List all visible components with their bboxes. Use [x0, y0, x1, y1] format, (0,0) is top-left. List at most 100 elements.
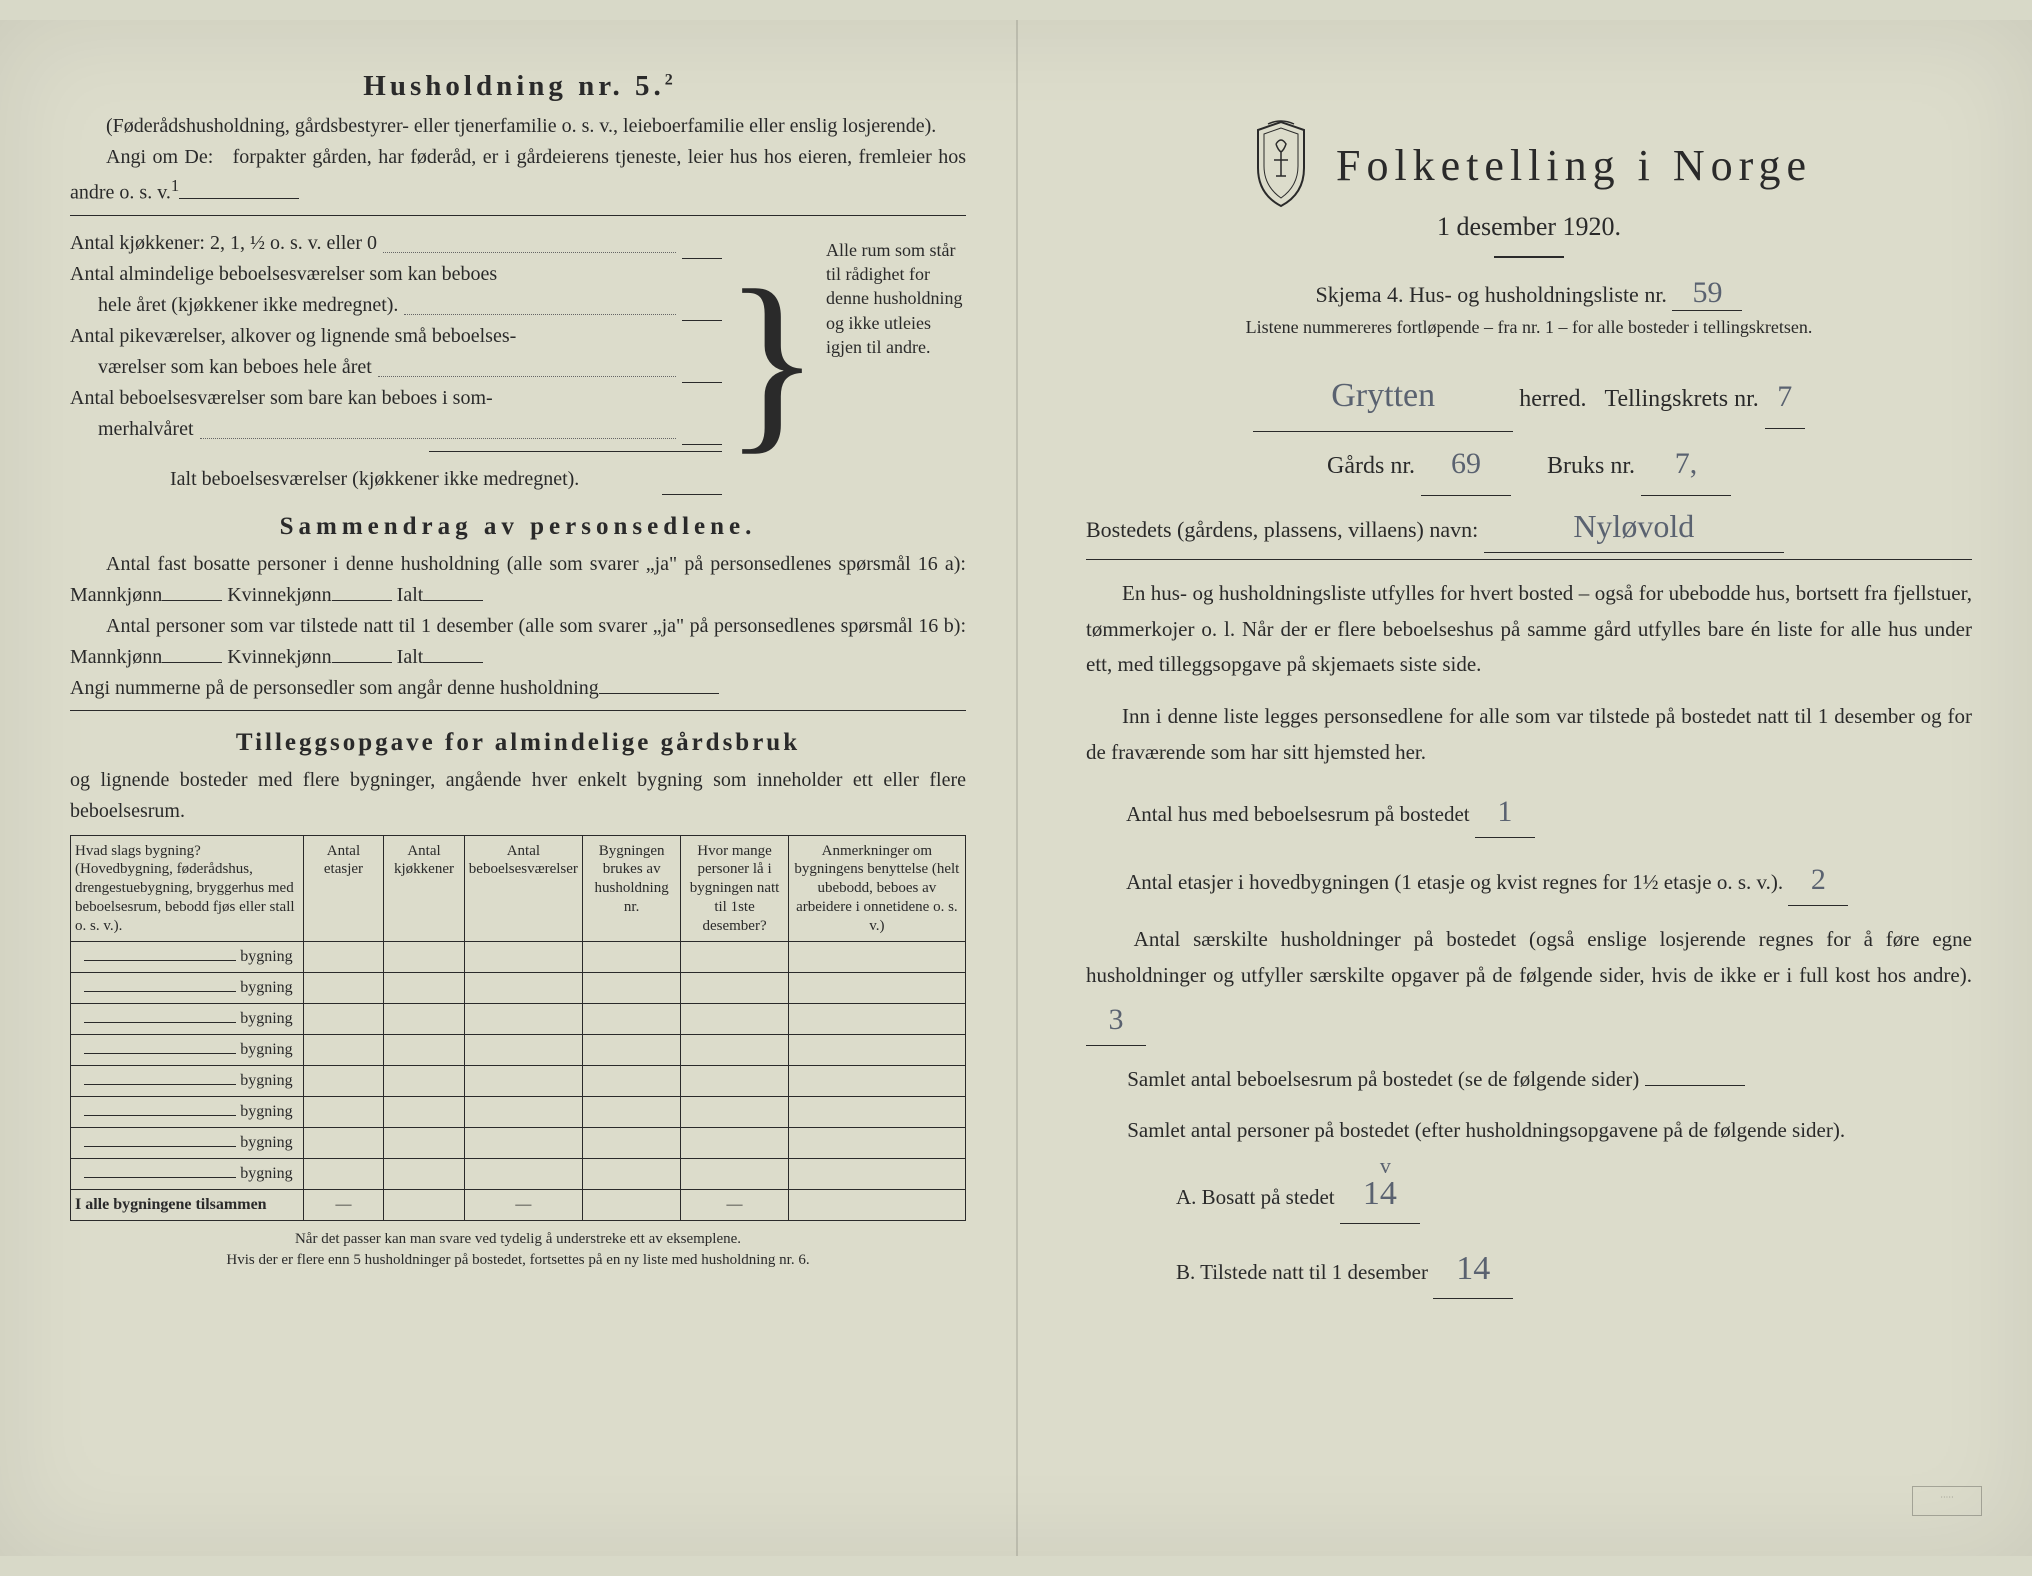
empty-cell: [303, 1128, 384, 1159]
empty-cell: [384, 942, 465, 973]
s3-fill: [599, 693, 719, 694]
empty-cell: [303, 973, 384, 1004]
krets-val: 7: [1765, 365, 1805, 429]
herred-val: Grytten: [1253, 360, 1513, 432]
bruks-val: 7,: [1641, 432, 1731, 496]
empty-cell: [582, 942, 680, 973]
subtitle: 1 desember 1920.: [1086, 212, 1972, 242]
empty-cell: [303, 1004, 384, 1035]
empty-cell: [681, 1004, 788, 1035]
bygning-cell: bygning: [71, 973, 304, 1004]
q5-lbl: Samlet antal personer på bostedet (efter…: [1127, 1118, 1845, 1142]
empty-cell: [788, 1128, 965, 1159]
rooms-bracket: Antal kjøkkener: 2, 1, ½ o. s. v. eller …: [70, 228, 966, 495]
empty-cell: [464, 942, 582, 973]
empty-cell: [582, 1035, 680, 1066]
empty-cell: [582, 1066, 680, 1097]
bygning-thead: Hvad slags bygning? (Hovedbygning, føder…: [71, 835, 966, 942]
skjema-line: Skjema 4. Hus- og husholdningsliste nr. …: [1086, 276, 1972, 311]
total-label: I alle bygningene tilsammen: [71, 1190, 304, 1221]
empty-cell: [303, 1035, 384, 1066]
tillegg-sub: og lignende bosteder med flere bygninger…: [70, 765, 966, 827]
empty-cell: [788, 1159, 965, 1190]
left-page: Husholdning nr. 5.2 (Føderådshusholdning…: [0, 20, 1016, 1556]
th-2: Antal kjøkkener: [384, 835, 465, 942]
empty-cell: [384, 973, 465, 1004]
para2: Inn i denne liste legges personsedlene f…: [1086, 699, 1972, 770]
rooms2a: Antal pikeværelser, alkover og lignende …: [70, 321, 722, 352]
empty-cell: [788, 973, 965, 1004]
empty-cell: [582, 1159, 680, 1190]
empty-cell: [464, 1004, 582, 1035]
empty-cell: [788, 1035, 965, 1066]
qB-lbl: B. Tilstede natt til 1 desember: [1176, 1260, 1428, 1284]
q4-fill: [1645, 1085, 1745, 1086]
empty-cell: [681, 942, 788, 973]
summary-3: Angi nummerne på de personsedler som ang…: [70, 673, 966, 704]
herred-row: Grytten herred. Tellingskrets nr. 7: [1086, 360, 1972, 432]
th-0: Hvad slags bygning? (Hovedbygning, føder…: [71, 835, 304, 942]
rooms-subtotal-rule: [429, 451, 722, 452]
total-cell: —: [464, 1190, 582, 1221]
empty-cell: [464, 1159, 582, 1190]
rooms1a: Antal almindelige beboelsesværelser som …: [70, 259, 722, 290]
q5: Samlet antal personer på bostedet (efter…: [1086, 1113, 1972, 1149]
q3-val: 3: [1086, 994, 1146, 1046]
empty-cell: [582, 1004, 680, 1035]
bygning-cell: bygning: [71, 1097, 304, 1128]
summary-title: Sammendrag av personsedlene.: [70, 513, 966, 541]
empty-cell: [384, 1159, 465, 1190]
empty-cell: [681, 1066, 788, 1097]
total-cell: [582, 1190, 680, 1221]
skjema-val: 59: [1672, 276, 1742, 311]
empty-cell: [788, 942, 965, 973]
s1b: Kvinnekjønn: [227, 584, 331, 606]
footnote: Når det passer kan man svare ved tydelig…: [70, 1229, 966, 1270]
total-cell: —: [681, 1190, 788, 1221]
s2-i: [423, 662, 483, 663]
herred-lbl: herred.: [1519, 386, 1586, 412]
bygning-cell: bygning: [71, 1159, 304, 1190]
empty-cell: [788, 1066, 965, 1097]
kitchens-line: Antal kjøkkener: 2, 1, ½ o. s. v. eller …: [70, 228, 722, 259]
s1c: Ialt: [397, 584, 424, 606]
empty-cell: [681, 1128, 788, 1159]
s2-m: [162, 662, 222, 663]
rooms3-fill: [682, 414, 722, 445]
para2-text: Inn i denne liste legges personsedlene f…: [1086, 704, 1972, 764]
empty-cell: [681, 973, 788, 1004]
th-1: Antal etasjer: [303, 835, 384, 942]
empty-cell: [464, 1097, 582, 1128]
qA: A. Bosatt på stedet 14: [1086, 1165, 1972, 1224]
s1-i: [423, 600, 483, 601]
q2: Antal etasjer i hovedbygningen (1 etasje…: [1086, 854, 1972, 906]
empty-cell: [464, 1035, 582, 1066]
rooms-total-fill: [662, 464, 722, 495]
gards-row: Gårds nr. 69 Bruks nr. 7,: [1086, 432, 1972, 496]
main-title: Folketelling i Norge: [1336, 140, 1812, 191]
empty-cell: [384, 1004, 465, 1035]
rooms1b: hele året (kjøkkener ikke medregnet).: [70, 290, 398, 321]
q2-lbl: Antal etasjer i hovedbygningen (1 etasje…: [1126, 870, 1783, 894]
coat-of-arms-icon: [1246, 120, 1316, 210]
q1-lbl: Antal hus med beboelsesrum på bostedet: [1126, 802, 1470, 826]
bygning-cell: bygning: [71, 1035, 304, 1066]
table-row: bygning: [71, 1066, 966, 1097]
qA-lbl: A. Bosatt på stedet: [1176, 1185, 1335, 1209]
total-cell: [384, 1190, 465, 1221]
table-row: bygning: [71, 1097, 966, 1128]
kitchens-text: Antal kjøkkener: 2, 1, ½ o. s. v. eller …: [70, 228, 377, 259]
empty-cell: [384, 1035, 465, 1066]
q2-val: 2: [1788, 854, 1848, 906]
para1: En hus- og husholdningsliste utfylles fo…: [1086, 576, 1972, 683]
p2-sup: 1: [171, 176, 179, 195]
right-page: Folketelling i Norge 1 desember 1920. Sk…: [1016, 20, 2032, 1556]
empty-cell: [582, 973, 680, 1004]
empty-cell: [582, 1097, 680, 1128]
rule-1: [70, 215, 966, 216]
foot2: Hvis der er flere enn 5 husholdninger på…: [226, 1252, 809, 1268]
empty-cell: [788, 1097, 965, 1128]
table-row: bygning: [71, 1128, 966, 1159]
summary-1: Antal fast bosatte personer i denne hush…: [70, 549, 966, 611]
rooms2-fill: [682, 352, 722, 383]
